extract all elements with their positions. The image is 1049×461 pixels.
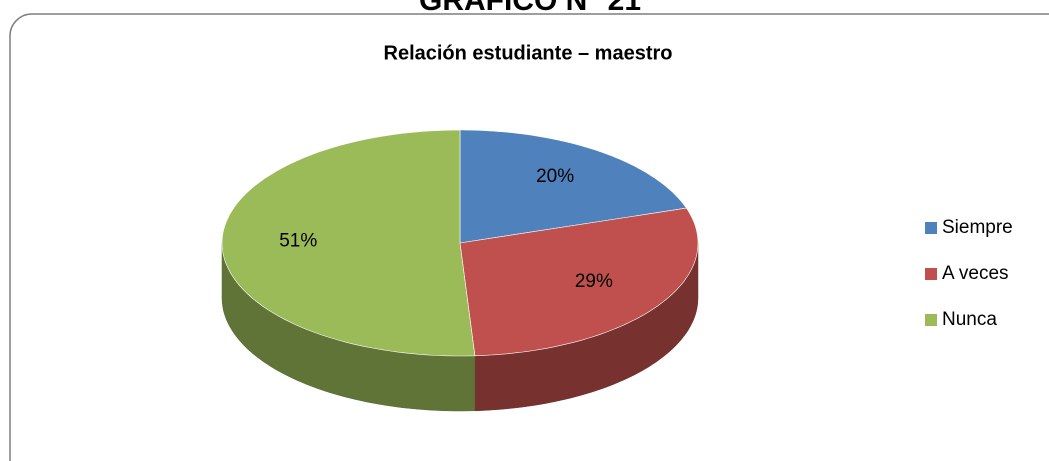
legend-swatch <box>925 222 937 234</box>
pie-slice <box>221 129 476 357</box>
legend-label: Siempre <box>942 217 1013 238</box>
heading-mask <box>430 0 630 13</box>
data-label: 20% <box>536 166 574 187</box>
chart-title: Relación estudiante – maestro <box>384 42 673 64</box>
legend-swatch <box>925 268 937 280</box>
data-label: 51% <box>279 230 317 251</box>
legend-label: Nunca <box>942 309 997 330</box>
heading: GRÁFICO N° 21 <box>419 0 641 17</box>
pie-slice <box>459 129 687 244</box>
pie-slice <box>459 207 699 357</box>
legend-label: A veces <box>942 263 1009 284</box>
legend-swatch <box>925 314 937 326</box>
data-label: 29% <box>575 271 613 292</box>
